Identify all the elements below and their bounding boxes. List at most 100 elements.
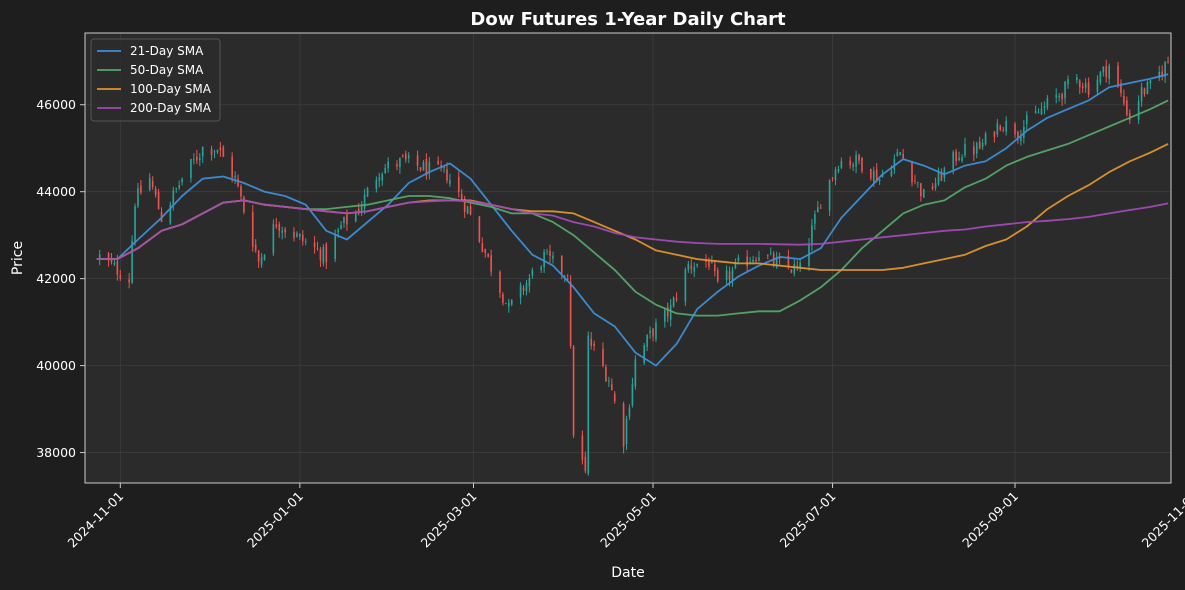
- candle-body: [313, 242, 316, 248]
- candle-body: [981, 142, 984, 147]
- candle-body: [1055, 94, 1058, 98]
- candle-body: [931, 186, 934, 189]
- legend-label: 50-Day SMA: [130, 63, 204, 77]
- candle-body: [198, 157, 201, 161]
- candle: [1020, 130, 1022, 146]
- candle: [1108, 63, 1111, 85]
- candle-body: [1043, 106, 1046, 108]
- candle: [484, 248, 487, 258]
- y-axis: 38000 40000 42000 44000 46000: [36, 97, 85, 460]
- candle: [425, 153, 428, 180]
- candle-body: [487, 253, 490, 257]
- candle-body: [446, 169, 448, 181]
- candle-body: [375, 179, 378, 190]
- candle-body: [693, 267, 696, 272]
- candle-body: [210, 148, 213, 156]
- candle-body: [278, 224, 281, 231]
- candle: [316, 241, 319, 251]
- candle: [384, 163, 387, 174]
- candle-body: [378, 177, 381, 181]
- candle-body: [952, 152, 955, 170]
- candle: [457, 171, 460, 198]
- candle-body: [940, 171, 943, 181]
- candle: [693, 262, 696, 278]
- candle: [284, 227, 286, 239]
- candle-body: [622, 403, 625, 447]
- candle: [669, 298, 672, 327]
- candle: [1102, 66, 1105, 77]
- candle-body: [1005, 120, 1007, 132]
- candle-body: [705, 260, 707, 262]
- candle-body: [499, 271, 501, 293]
- candle: [1084, 78, 1087, 93]
- candle-body: [964, 144, 966, 156]
- x-tick-label: 2025-11-01: [1139, 489, 1185, 551]
- candle: [422, 159, 425, 171]
- candle-body: [961, 157, 963, 161]
- candle: [140, 179, 142, 195]
- candle: [360, 201, 363, 216]
- candle: [154, 186, 157, 198]
- candle-body: [213, 151, 216, 153]
- x-tick-label: 2024-11-01: [64, 489, 126, 551]
- candle-body: [696, 263, 698, 266]
- candle-body: [646, 335, 648, 348]
- candle-body: [531, 270, 534, 276]
- candle-body: [237, 178, 239, 186]
- candle: [684, 267, 687, 306]
- candle: [407, 152, 410, 163]
- candle: [466, 205, 469, 215]
- candle: [175, 187, 178, 193]
- candle-body: [796, 265, 799, 267]
- candle: [799, 258, 801, 273]
- candle-body: [172, 190, 175, 205]
- x-tick-label: 2025-09-01: [959, 489, 1021, 551]
- candle: [251, 204, 254, 252]
- candle-body: [675, 298, 678, 300]
- candle-body: [690, 265, 693, 269]
- candle: [507, 298, 510, 313]
- candle: [499, 270, 501, 298]
- candle-body: [840, 161, 843, 168]
- candle: [181, 177, 183, 186]
- candle: [711, 255, 713, 264]
- y-tick-label: 42000: [36, 271, 76, 286]
- candle: [234, 171, 236, 185]
- candle: [1099, 70, 1102, 86]
- candle-body: [602, 348, 604, 367]
- candle: [817, 201, 819, 213]
- candle-body: [443, 166, 445, 169]
- chart-title: Dow Futures 1-Year Daily Chart: [470, 9, 786, 30]
- candle: [446, 162, 448, 184]
- candle: [973, 141, 975, 162]
- candle-body: [613, 393, 616, 402]
- candle: [766, 254, 769, 260]
- x-tick-label: 2025-03-01: [418, 489, 480, 551]
- candle-body: [917, 182, 919, 183]
- candle: [584, 451, 587, 474]
- candle: [375, 176, 378, 193]
- legend-item: 100-Day SMA: [97, 82, 212, 96]
- candle-body: [955, 151, 957, 162]
- candle-body: [384, 167, 387, 174]
- candle: [831, 176, 834, 182]
- candle-body: [190, 158, 192, 179]
- candle-body: [714, 264, 716, 272]
- candle: [460, 188, 463, 202]
- candle-body: [263, 254, 266, 260]
- candle: [725, 265, 728, 286]
- candle-body: [148, 178, 151, 191]
- candle: [649, 326, 651, 339]
- candle: [1037, 108, 1040, 114]
- candle: [254, 239, 257, 253]
- candle-body: [119, 274, 122, 279]
- candle-body: [519, 284, 522, 298]
- candle-body: [1078, 80, 1081, 88]
- candle: [428, 157, 431, 180]
- candle-body: [1025, 115, 1028, 124]
- candle: [1087, 77, 1090, 98]
- candle: [1149, 80, 1152, 90]
- candle-body: [958, 157, 960, 161]
- candle: [716, 267, 719, 284]
